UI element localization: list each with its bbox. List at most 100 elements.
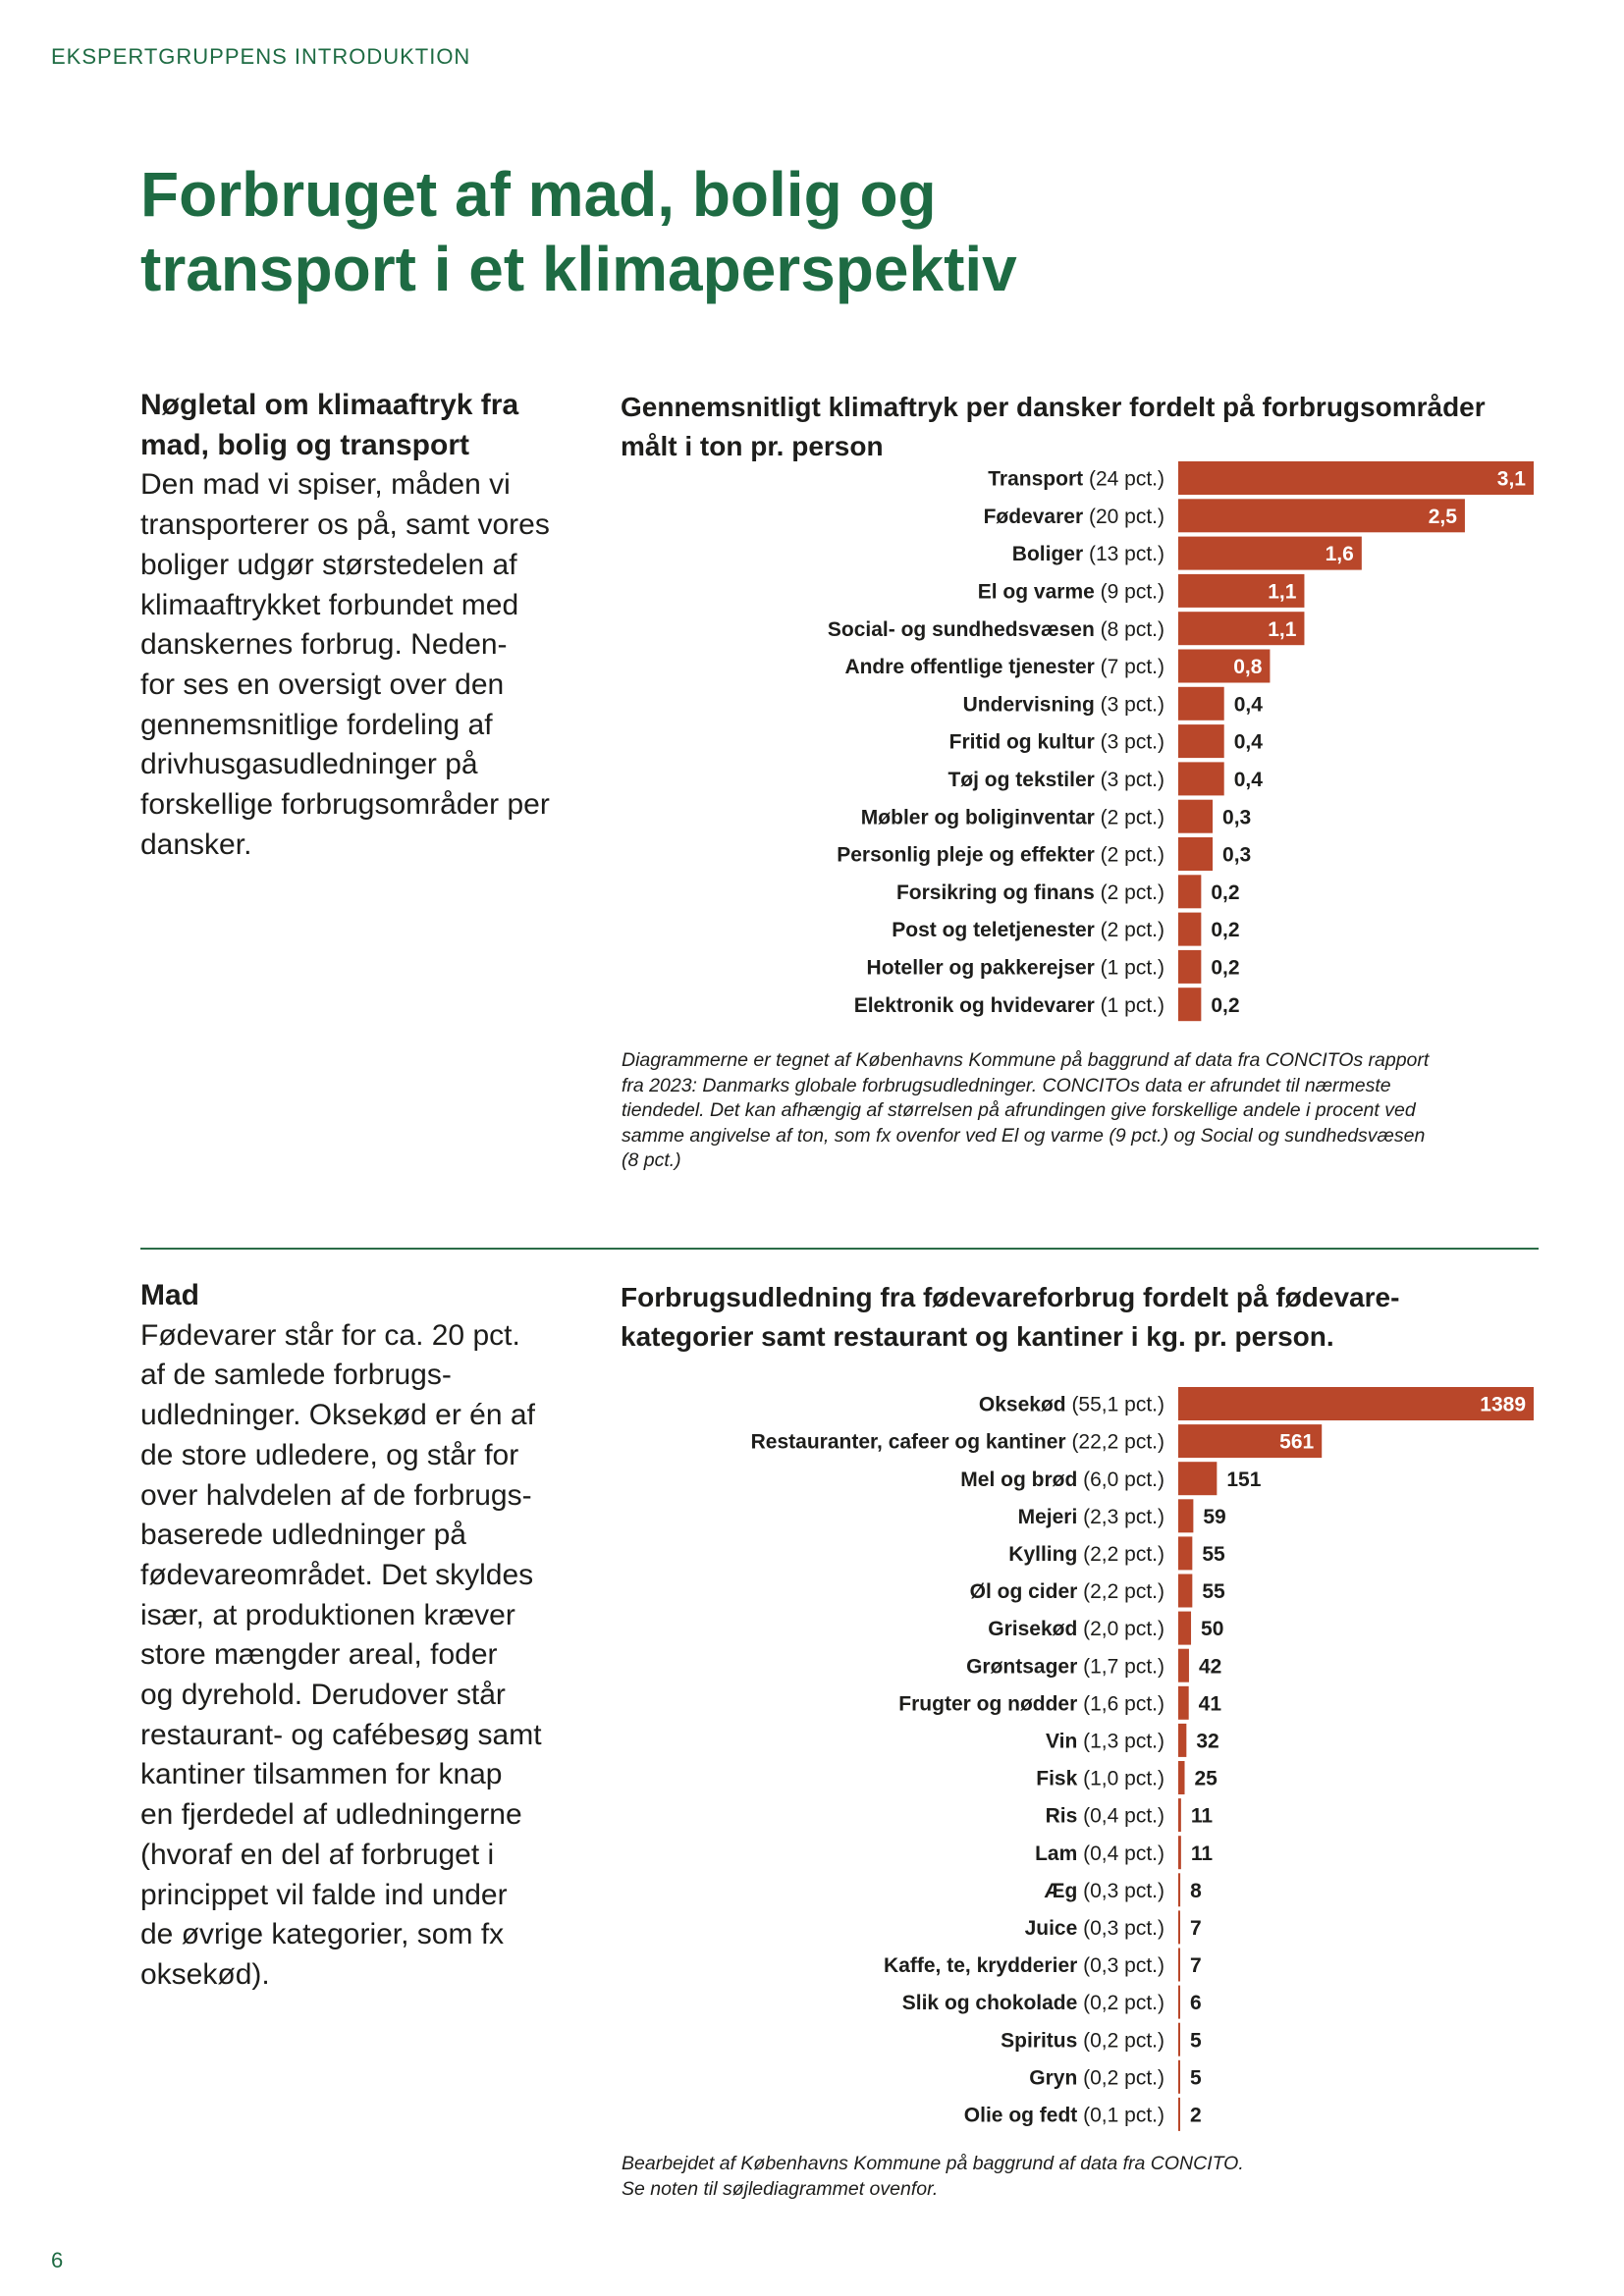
food-bar (1178, 1462, 1218, 1496)
food-bar (1178, 1611, 1192, 1645)
mad-line: de store udledere, og står for (140, 1438, 519, 1471)
intro-line: dansker. (140, 828, 252, 861)
chart-2-note-line: Se noten til søjlediagrammet ovenfor. (622, 2177, 939, 2200)
footprint-bar (1178, 612, 1305, 646)
footprint-value-label: 1,6 (1326, 543, 1354, 565)
food-value-label: 59 (1203, 1506, 1225, 1528)
food-category-label: Æg (0,3 pct.) (1044, 1880, 1164, 1902)
food-category-label: Oksekød (55,1 pct.) (979, 1394, 1164, 1416)
mad-line: over halvdelen af de forbrugs- (140, 1478, 532, 1512)
chart-2-note-line: Bearbejdet af Københavns Kommune på bagg… (622, 2153, 1244, 2174)
intro-line: for ses en oversigt over den (140, 667, 505, 701)
food-value-label: 11 (1191, 1842, 1214, 1865)
food-bar (1178, 1985, 1180, 2019)
footprint-category-label: Forsikring og finans (2 pct.) (896, 881, 1164, 904)
page-title-line-1: Forbruget af mad, bolig og (140, 159, 937, 230)
footprint-value-label: 2,5 (1429, 506, 1458, 528)
section-tag: EKSPERTGRUPPENS INTRODUKTION (51, 44, 471, 69)
footprint-bar (1178, 649, 1271, 683)
food-bar (1178, 1685, 1189, 1720)
mad-line: udledninger. Oksekød er én af (140, 1399, 535, 1432)
chart-1-note-line: fra 2023: Danmarks globale forbrugsudled… (622, 1074, 1391, 1096)
footprint-category-label: Post og teletjenester (2 pct.) (892, 919, 1164, 941)
footprint-bar (1178, 949, 1202, 984)
food-bar (1178, 1648, 1189, 1682)
footprint-category-label: Boliger (13 pct.) (1012, 543, 1164, 565)
chart-1-note-line: samme angivelse af ton, som fx ovenfor v… (622, 1124, 1426, 1147)
food-category-label: Restauranter, cafeer og kantiner (22,2 p… (751, 1431, 1164, 1454)
mad-line: især, at produktionen kræver (140, 1598, 515, 1631)
food-bar (1178, 2097, 1180, 2131)
food-value-label: 32 (1196, 1730, 1218, 1752)
chart-1-note-line: (8 pct.) (622, 1149, 681, 1171)
food-category-label: Grøntsager (1,7 pct.) (966, 1655, 1164, 1678)
footprint-value-label: 1,1 (1268, 618, 1297, 641)
mad-line: fødevareområdet. Det skyldes (140, 1558, 534, 1591)
food-value-label: 561 (1279, 1431, 1314, 1454)
food-value-label: 8 (1190, 1880, 1202, 1902)
chart-1-note-line: Diagrammerne er tegnet af Københavns Kom… (622, 1049, 1430, 1071)
food-value-label: 55 (1202, 1543, 1225, 1566)
mad-line: Fødevarer står for ca. 20 pct. (140, 1318, 520, 1352)
mad-line: oksekød). (140, 1957, 270, 1991)
food-bar (1178, 1836, 1181, 1870)
food-bar (1178, 1910, 1180, 1945)
footprint-bar (1178, 912, 1202, 946)
footprint-bar (1178, 461, 1534, 495)
food-value-label: 50 (1201, 1618, 1223, 1640)
footprint-value-label: 0,2 (1211, 919, 1239, 941)
chart-2-title: Forbrugsudledning fra fødevareforbrug fo… (621, 1278, 1563, 1357)
food-category-label: Fisk (1,0 pct.) (1036, 1768, 1164, 1790)
mad-heading: Mad (140, 1279, 199, 1311)
footprint-bar (1178, 762, 1224, 796)
footprint-category-label: Transport (24 pct.) (988, 468, 1164, 491)
food-category-label: Øl og cider (2,2 pct.) (970, 1580, 1164, 1603)
food-emissions-bar-chart: Oksekød (55,1 pct.) 1389 Restauranter, caf… (751, 1387, 1534, 2131)
food-value-label: 42 (1199, 1655, 1221, 1678)
intro-line: gennemsnitlige fordeling af (140, 708, 493, 741)
food-value-label: 55 (1202, 1580, 1225, 1603)
food-bar (1178, 1723, 1187, 1757)
intro-heading-line: mad, bolig og transport (140, 428, 469, 461)
food-value-label: 2 (1190, 2104, 1202, 2126)
footprint-value-label: 0,3 (1222, 844, 1251, 867)
food-bar (1178, 1387, 1534, 1420)
footprint-category-label: Fødevarer (20 pct.) (984, 506, 1164, 528)
food-value-label: 7 (1190, 1954, 1202, 1977)
food-category-label: Kaffe, te, krydderier (0,3 pct.) (884, 1954, 1164, 1977)
mad-line: og dyrehold. Derudover står (140, 1679, 506, 1712)
intro-text-block: Nøgletal om klimaaftryk fra mad, bolig o… (140, 386, 602, 865)
food-category-label: Gryn (0,2 pct.) (1029, 2066, 1164, 2089)
section-divider (140, 1248, 1539, 1250)
food-category-label: Lam (0,4 pct.) (1035, 1842, 1164, 1865)
footprint-category-label: Personlig pleje og effekter (2 pct.) (837, 844, 1164, 867)
intro-line: Den mad vi spiser, måden vi (140, 468, 511, 502)
intro-paragraph: Den mad vi spiser, måden vi transportere… (140, 465, 602, 865)
food-bar (1178, 1798, 1181, 1833)
climate-footprint-bar-chart: Transport (24 pct.) 3,1 Fødevarer (20 pct.… (828, 461, 1534, 1022)
food-category-label: Mel og brød (6,0 pct.) (960, 1468, 1164, 1491)
chart-1-title: Gennemsnitligt klimaftryk per dansker fo… (621, 388, 1563, 466)
food-value-label: 5 (1190, 2029, 1202, 2052)
food-bar (1178, 1536, 1193, 1571)
mad-line: en fjerdedel af udledningerne (140, 1798, 522, 1832)
food-bar (1178, 1873, 1181, 1907)
mad-text-block: Mad Fødevarer står for ca. 20 pct. af de… (140, 1276, 602, 1996)
intro-heading-line: Nøgletal om klimaaftryk fra (140, 389, 519, 421)
page-title-line-2: transport i et klimaperspektiv (140, 234, 1017, 304)
chart-1-note: Diagrammerne er tegnet af Københavns Kom… (622, 1048, 1549, 1174)
footprint-value-label: 0,4 (1234, 731, 1264, 754)
page-title: Forbruget af mad, bolig og transport i e… (140, 157, 1319, 306)
food-category-label: Spiritus (0,2 pct.) (1001, 2029, 1164, 2052)
food-bar (1178, 1424, 1323, 1459)
food-value-label: 11 (1191, 1805, 1214, 1828)
footprint-bar (1178, 988, 1202, 1022)
food-value-label: 6 (1190, 1992, 1202, 2014)
footprint-category-label: Elektronik og hvidevarer (1 pct.) (854, 994, 1164, 1017)
footprint-value-label: 0,2 (1211, 994, 1239, 1017)
footprint-category-label: Fritid og kultur (3 pct.) (949, 731, 1164, 754)
footprint-value-label: 0,3 (1222, 806, 1251, 828)
chart-2-title-line: Forbrugsudledning fra fødevareforbrug fo… (621, 1282, 1400, 1312)
footprint-category-label: Tøj og tekstiler (3 pct.) (947, 769, 1164, 791)
chart-1-note-line: tiendedel. Det kan afhængig af størrelse… (622, 1099, 1416, 1121)
